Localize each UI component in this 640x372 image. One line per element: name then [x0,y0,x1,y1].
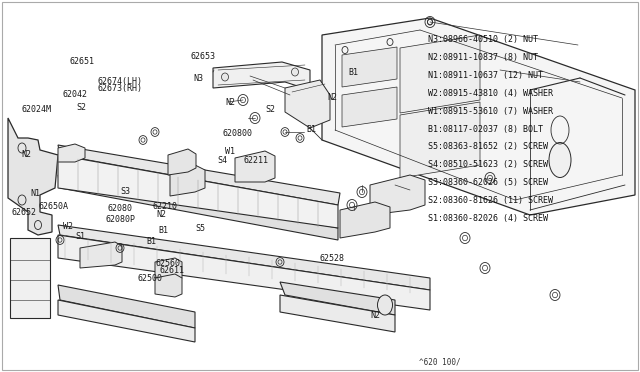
Text: 62611: 62611 [160,266,185,275]
Polygon shape [155,258,182,281]
Polygon shape [340,202,390,238]
Text: 62500: 62500 [138,274,163,283]
Text: 62652: 62652 [12,208,36,217]
Polygon shape [58,144,85,162]
Text: S2: S2 [77,103,87,112]
Text: N2: N2 [22,150,32,159]
Polygon shape [280,295,395,332]
Text: W2: W2 [63,222,73,231]
Text: 62560: 62560 [156,259,180,268]
Text: 62210: 62210 [152,202,177,211]
Text: S5: S5 [195,224,205,233]
Text: B1: B1 [349,68,359,77]
Text: W1: W1 [225,147,236,156]
Text: N1: N1 [31,189,41,198]
Polygon shape [58,300,195,342]
Text: 62673(RH): 62673(RH) [97,84,142,93]
Text: W2:08915-43810 (4) WASHER: W2:08915-43810 (4) WASHER [428,89,552,98]
Polygon shape [168,149,196,175]
Text: S1: S1 [76,232,86,241]
Text: N3: N3 [193,74,204,83]
Text: B1: B1 [159,226,169,235]
Text: N2: N2 [157,210,167,219]
Polygon shape [285,80,330,128]
Text: S4:08510-51623 (2) SCREW: S4:08510-51623 (2) SCREW [428,160,548,169]
Text: 620800: 620800 [223,129,253,138]
Polygon shape [322,18,635,215]
Polygon shape [400,102,480,178]
Polygon shape [8,118,58,235]
Text: S1:08360-82026 (4) SCREW: S1:08360-82026 (4) SCREW [428,214,548,223]
Text: S2:08360-81626 (11) SCREW: S2:08360-81626 (11) SCREW [428,196,552,205]
Text: 62651: 62651 [69,57,94,66]
Polygon shape [235,151,275,182]
Text: W1:08915-53610 (7) WASHER: W1:08915-53610 (7) WASHER [428,107,552,116]
Text: B1: B1 [146,237,156,246]
Polygon shape [155,274,182,297]
Polygon shape [213,62,310,90]
Text: S4: S4 [218,156,228,165]
Polygon shape [58,235,430,310]
Text: 62042: 62042 [63,90,88,99]
Text: B1: B1 [306,125,316,134]
Text: 62528: 62528 [320,254,345,263]
Text: N2:08911-10837 (8) NUT: N2:08911-10837 (8) NUT [428,53,538,62]
Ellipse shape [291,68,298,76]
Polygon shape [280,282,395,315]
Text: S3:08360-62026 (5) SCREW: S3:08360-62026 (5) SCREW [428,178,548,187]
Polygon shape [10,238,50,318]
Polygon shape [80,242,122,268]
Text: N1:08911-10637 (12) NUT: N1:08911-10637 (12) NUT [428,71,543,80]
Text: 62080P: 62080P [106,215,136,224]
Text: N2: N2 [370,311,380,320]
Text: S3: S3 [120,187,131,196]
Text: S5:08363-81652 (2) SCREW: S5:08363-81652 (2) SCREW [428,142,548,151]
Text: B1:08117-02037 (8) BOLT: B1:08117-02037 (8) BOLT [428,125,543,134]
Ellipse shape [378,295,392,315]
Polygon shape [58,285,195,328]
Text: ^620 100/: ^620 100/ [419,357,461,366]
Polygon shape [58,175,338,240]
Text: 62650A: 62650A [38,202,68,211]
Text: N2: N2 [328,93,338,102]
Text: 62674(LH): 62674(LH) [97,77,142,86]
Polygon shape [342,47,397,87]
Text: N2: N2 [225,98,236,107]
Polygon shape [370,175,425,215]
Polygon shape [58,155,338,228]
Polygon shape [58,225,430,290]
Ellipse shape [221,73,228,81]
Text: S2: S2 [266,105,276,114]
Text: 62080: 62080 [108,204,132,213]
Text: 62024M: 62024M [22,105,52,114]
Polygon shape [58,145,340,205]
Polygon shape [400,35,480,113]
Text: N3:08966-40510 (2) NUT: N3:08966-40510 (2) NUT [428,35,538,44]
Text: 62211: 62211 [243,156,268,165]
Polygon shape [342,87,397,127]
Ellipse shape [549,142,571,177]
Polygon shape [170,165,205,196]
Text: 62653: 62653 [191,52,216,61]
